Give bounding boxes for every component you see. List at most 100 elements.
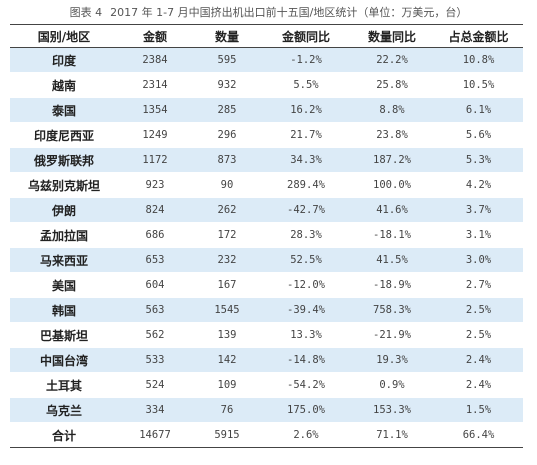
cell-amount-yoy: -12.0% — [262, 272, 350, 298]
cell-country: 合计 — [10, 422, 118, 448]
cell-amount: 2314 — [118, 72, 192, 98]
cell-country: 乌兹别克斯坦 — [10, 172, 118, 198]
cell-country: 伊朗 — [10, 197, 118, 223]
table-row: 美国 604 167 -12.0% -18.9% 2.7% — [10, 272, 523, 298]
cell-quantity-yoy: 187.2% — [350, 147, 434, 173]
cell-amount: 14677 — [118, 422, 192, 448]
figure-caption: 图表 4 2017 年 1-7 月中国挤出机出口前十五国/地区统计（单位：万美元，… — [0, 4, 537, 20]
header-quantity-yoy: 数量同比 — [350, 24, 434, 48]
cell-amount-yoy: 21.7% — [262, 122, 350, 148]
cell-quantity-yoy: 100.0% — [350, 172, 434, 198]
cell-amount-yoy: -14.8% — [262, 347, 350, 373]
cell-amount: 562 — [118, 322, 192, 348]
cell-quantity: 932 — [192, 72, 262, 98]
cell-amount: 923 — [118, 172, 192, 198]
cell-amount-yoy: 5.5% — [262, 72, 350, 98]
table-row: 印度尼西亚 1249 296 21.7% 23.8% 5.6% — [10, 122, 523, 148]
cell-amount-yoy: -42.7% — [262, 197, 350, 223]
table-row: 韩国 563 1545 -39.4% 758.3% 2.5% — [10, 297, 523, 323]
cell-quantity-yoy: 41.6% — [350, 197, 434, 223]
cell-country: 俄罗斯联邦 — [10, 147, 118, 173]
table-row: 越南 2314 932 5.5% 25.8% 10.5% — [10, 72, 523, 98]
cell-quantity: 873 — [192, 147, 262, 173]
cell-share: 2.4% — [434, 372, 523, 398]
cell-amount: 1172 — [118, 147, 192, 173]
cell-amount-yoy: 28.3% — [262, 222, 350, 248]
cell-country: 印度 — [10, 47, 118, 73]
table-row: 乌兹别克斯坦 923 90 289.4% 100.0% 4.2% — [10, 172, 523, 198]
cell-share: 6.1% — [434, 97, 523, 123]
cell-amount: 1249 — [118, 122, 192, 148]
cell-amount-yoy: 13.3% — [262, 322, 350, 348]
cell-share: 66.4% — [434, 422, 523, 448]
cell-quantity-yoy: 8.8% — [350, 97, 434, 123]
cell-country: 巴基斯坦 — [10, 322, 118, 348]
figure-number: 图表 4 — [69, 6, 103, 19]
cell-country: 印度尼西亚 — [10, 122, 118, 148]
cell-amount: 604 — [118, 272, 192, 298]
cell-quantity: 232 — [192, 247, 262, 273]
table-row: 土耳其 524 109 -54.2% 0.9% 2.4% — [10, 372, 523, 398]
cell-share: 2.4% — [434, 347, 523, 373]
cell-amount-yoy: 16.2% — [262, 97, 350, 123]
total-row: 合计 14677 5915 2.6% 71.1% 66.4% — [10, 422, 523, 448]
cell-amount: 686 — [118, 222, 192, 248]
cell-country: 美国 — [10, 272, 118, 298]
cell-country: 韩国 — [10, 297, 118, 323]
cell-quantity-yoy: 0.9% — [350, 372, 434, 398]
cell-share: 1.5% — [434, 397, 523, 423]
cell-quantity-yoy: 25.8% — [350, 72, 434, 98]
cell-country: 土耳其 — [10, 372, 118, 398]
table-body: 印度 2384 595 -1.2% 22.2% 10.8% 越南 2314 932 5.5% 25.… — [10, 47, 523, 448]
cell-amount-yoy: -1.2% — [262, 47, 350, 73]
cell-quantity-yoy: 71.1% — [350, 422, 434, 448]
table-row: 伊朗 824 262 -42.7% 41.6% 3.7% — [10, 197, 523, 223]
cell-quantity: 139 — [192, 322, 262, 348]
cell-quantity-yoy: 23.8% — [350, 122, 434, 148]
cell-amount-yoy: 52.5% — [262, 247, 350, 273]
cell-amount: 2384 — [118, 47, 192, 73]
cell-amount: 533 — [118, 347, 192, 373]
cell-amount: 563 — [118, 297, 192, 323]
cell-amount-yoy: 2.6% — [262, 422, 350, 448]
cell-share: 3.1% — [434, 222, 523, 248]
cell-share: 2.7% — [434, 272, 523, 298]
cell-quantity: 142 — [192, 347, 262, 373]
cell-quantity: 285 — [192, 97, 262, 123]
cell-amount: 524 — [118, 372, 192, 398]
cell-quantity-yoy: -21.9% — [350, 322, 434, 348]
header-row: 国别/地区 金额 数量 金额同比 数量同比 占总金额比 — [10, 24, 523, 48]
cell-quantity: 109 — [192, 372, 262, 398]
cell-quantity-yoy: 22.2% — [350, 47, 434, 73]
cell-amount-yoy: -54.2% — [262, 372, 350, 398]
cell-amount: 1354 — [118, 97, 192, 123]
header-amount-yoy: 金额同比 — [262, 24, 350, 48]
cell-share: 3.7% — [434, 197, 523, 223]
table-row: 俄罗斯联邦 1172 873 34.3% 187.2% 5.3% — [10, 147, 523, 173]
cell-quantity-yoy: -18.1% — [350, 222, 434, 248]
cell-amount: 653 — [118, 247, 192, 273]
cell-quantity: 296 — [192, 122, 262, 148]
cell-quantity-yoy: 758.3% — [350, 297, 434, 323]
cell-quantity-yoy: -18.9% — [350, 272, 434, 298]
cell-share: 5.6% — [434, 122, 523, 148]
header-share: 占总金额比 — [434, 24, 523, 48]
cell-quantity: 1545 — [192, 297, 262, 323]
table-row: 泰国 1354 285 16.2% 8.8% 6.1% — [10, 97, 523, 123]
cell-share: 2.5% — [434, 322, 523, 348]
cell-country: 乌克兰 — [10, 397, 118, 423]
cell-amount-yoy: 34.3% — [262, 147, 350, 173]
figure-title: 2017 年 1-7 月中国挤出机出口前十五国/地区统计（单位：万美元，台） — [110, 6, 468, 19]
cell-quantity: 167 — [192, 272, 262, 298]
cell-quantity: 90 — [192, 172, 262, 198]
header-amount: 金额 — [118, 24, 192, 48]
cell-amount: 334 — [118, 397, 192, 423]
cell-share: 2.5% — [434, 297, 523, 323]
cell-share: 5.3% — [434, 147, 523, 173]
cell-country: 马来西亚 — [10, 247, 118, 273]
cell-country: 越南 — [10, 72, 118, 98]
cell-quantity: 262 — [192, 197, 262, 223]
export-statistics-table: 国别/地区 金额 数量 金额同比 数量同比 占总金额比 印度 2384 595 -1.… — [10, 24, 523, 448]
table-row: 巴基斯坦 562 139 13.3% -21.9% 2.5% — [10, 322, 523, 348]
cell-country: 孟加拉国 — [10, 222, 118, 248]
